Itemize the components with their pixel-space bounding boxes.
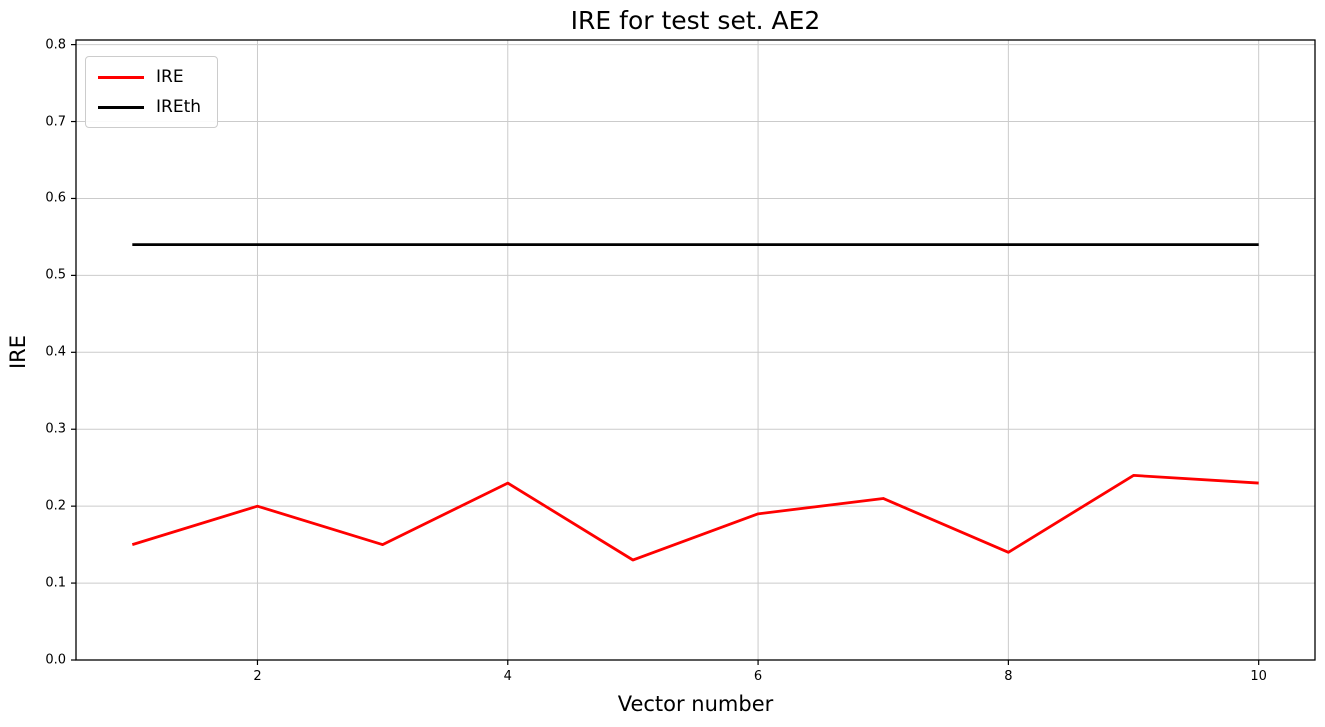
x-tick-label: 4 <box>503 669 512 684</box>
ire-line-swatch <box>98 75 144 79</box>
legend-label-ireth: IREth <box>156 97 202 117</box>
x-axis-label: Vector number <box>617 692 774 716</box>
x-tick-label: 8 <box>1004 669 1013 684</box>
y-tick-label: 0.8 <box>45 37 66 53</box>
legend-label-ire: IRE <box>156 67 184 87</box>
y-tick-label: 0.5 <box>45 267 66 283</box>
y-tick-label: 0.4 <box>45 344 66 360</box>
y-tick-label: 0.1 <box>45 575 66 591</box>
y-tick-label: 0.3 <box>45 421 66 437</box>
x-tick-label: 2 <box>253 669 262 684</box>
y-tick-label: 0.7 <box>45 114 66 130</box>
legend-item-ire: IRE <box>98 67 201 87</box>
y-tick-label: 0.2 <box>45 498 66 514</box>
chart-title: IRE for test set. AE2 <box>570 6 821 35</box>
y-tick-label: 0.0 <box>45 652 66 668</box>
axes-border <box>75 39 1316 661</box>
ireth-line-swatch <box>98 105 144 109</box>
legend: IRE IREth <box>85 56 219 128</box>
y-tick-label: 0.6 <box>45 190 66 206</box>
x-tick-label: 6 <box>753 669 763 684</box>
x-tick-label: 10 <box>1250 669 1267 684</box>
series-line-IRE <box>131 473 1259 562</box>
legend-item-ireth: IREth <box>98 97 201 117</box>
